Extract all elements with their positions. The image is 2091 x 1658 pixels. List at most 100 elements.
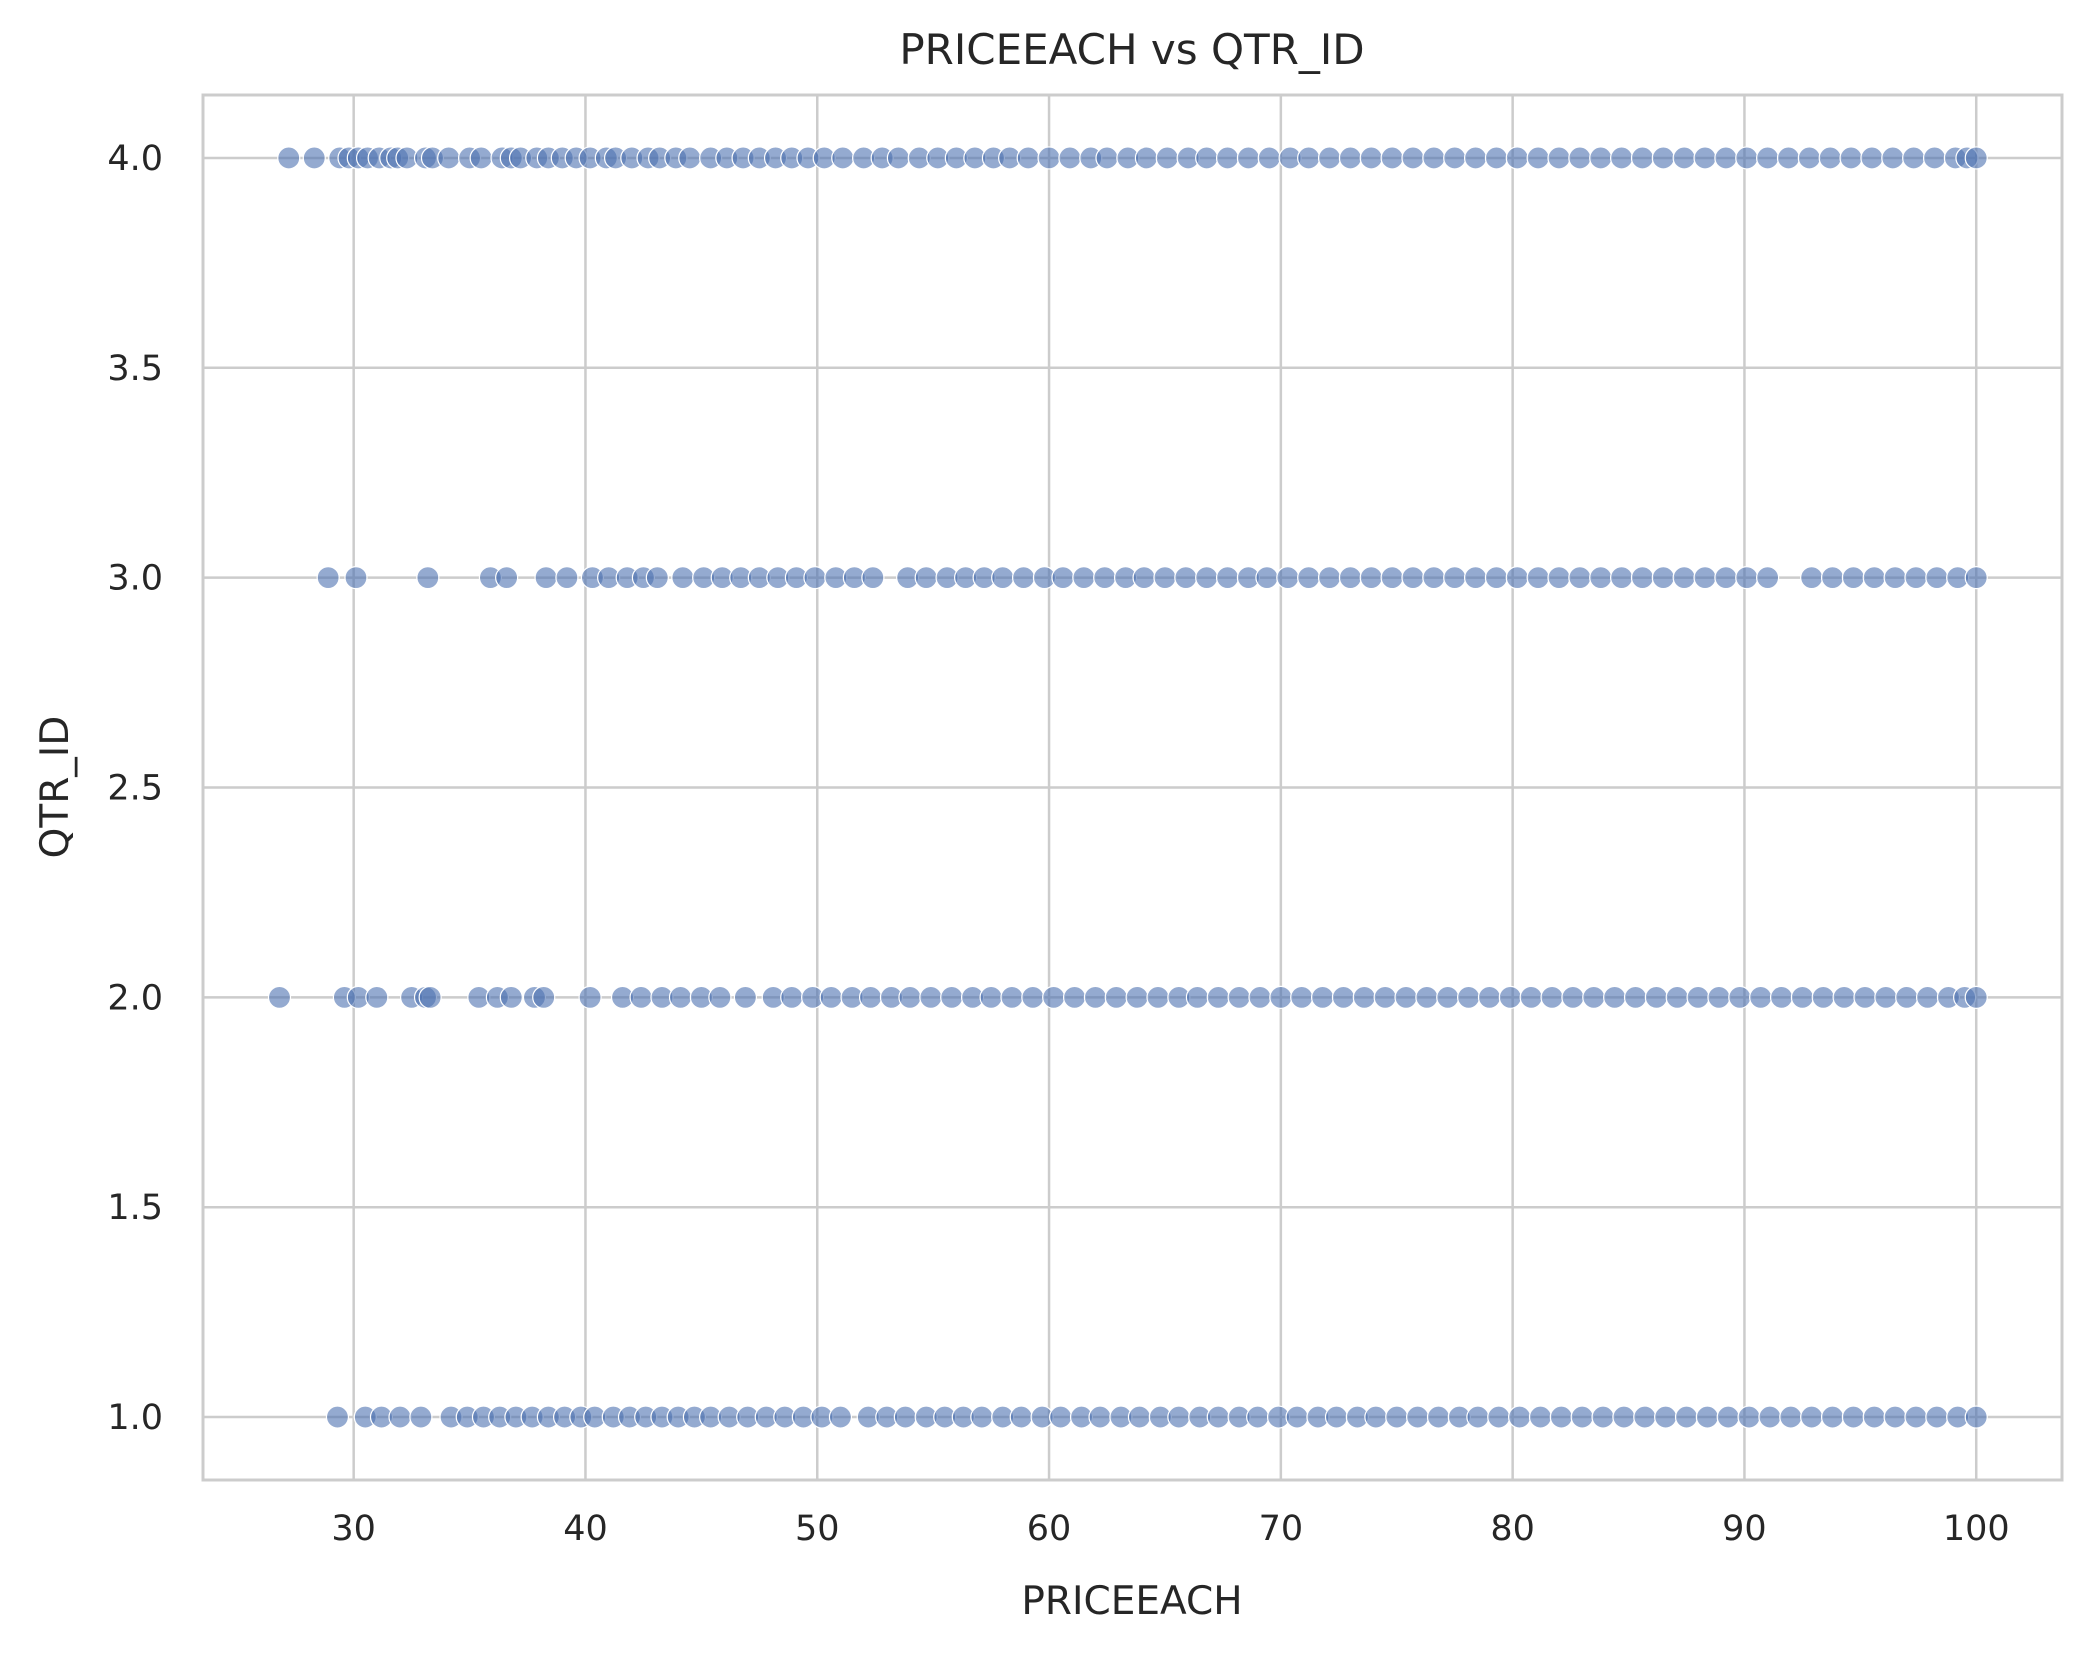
data-point	[1790, 985, 1814, 1009]
y-tick-label: 1.0	[107, 1398, 163, 1438]
data-point	[1422, 566, 1446, 590]
x-tick-label: 50	[795, 1509, 840, 1549]
data-point	[1902, 146, 1926, 170]
x-tick-label: 40	[563, 1509, 608, 1549]
data-point	[388, 1405, 412, 1429]
data-point	[1058, 146, 1082, 170]
data-point	[1255, 566, 1279, 590]
data-point	[1526, 146, 1550, 170]
data-point	[1466, 1405, 1490, 1429]
data-point	[1779, 1405, 1803, 1429]
data-point	[1088, 1405, 1112, 1429]
data-point	[708, 985, 732, 1009]
data-point	[1582, 985, 1606, 1009]
data-point	[671, 566, 695, 590]
data-point	[1125, 985, 1149, 1009]
data-point	[495, 566, 519, 590]
data-point	[1195, 146, 1219, 170]
data-point	[1811, 985, 1835, 1009]
data-point	[1603, 985, 1627, 1009]
data-point	[1206, 1405, 1230, 1429]
data-point	[1215, 146, 1240, 170]
data-point	[1246, 1405, 1270, 1429]
data-point	[1317, 566, 1342, 590]
data-point	[437, 146, 461, 170]
chart-title: PRICEEACH vs QTR_ID	[899, 25, 1364, 74]
data-point	[1051, 566, 1075, 590]
data-point	[1797, 146, 1821, 170]
data-point	[1633, 1405, 1657, 1429]
data-point	[1394, 985, 1418, 1009]
x-tick-label: 60	[1027, 1509, 1072, 1549]
data-point	[1549, 1405, 1573, 1429]
data-point	[1672, 566, 1696, 590]
data-point	[858, 985, 883, 1009]
data-point	[803, 566, 827, 590]
y-axis-ticks: 1.0 1.5 2.0 2.5 3.0 3.5 4.0	[107, 139, 163, 1438]
data-point	[1925, 1405, 1949, 1429]
data-point	[1654, 1405, 1678, 1429]
data-point	[1317, 146, 1342, 170]
data-point	[645, 566, 669, 590]
data-point	[919, 985, 943, 1009]
data-point	[1401, 566, 1425, 590]
data-point	[780, 985, 804, 1009]
data-point	[1735, 566, 1759, 590]
data-point	[1714, 146, 1738, 170]
data-point	[1883, 566, 1907, 590]
data-point	[1674, 1405, 1699, 1429]
data-point	[1436, 985, 1460, 1009]
data-point	[819, 985, 843, 1009]
data-point	[532, 985, 556, 1009]
data-point	[893, 1405, 917, 1429]
data-point	[1000, 985, 1024, 1009]
data-point	[1011, 566, 1036, 590]
y-tick-label: 4.0	[107, 139, 163, 179]
data-point	[1104, 985, 1128, 1009]
data-point	[861, 566, 885, 590]
data-point	[1716, 1405, 1740, 1429]
data-point	[1609, 566, 1634, 590]
data-point	[1881, 146, 1905, 170]
data-point	[1904, 1405, 1928, 1429]
data-point	[1735, 146, 1759, 170]
data-point	[1443, 146, 1467, 170]
data-point	[1049, 1405, 1073, 1429]
data-point	[1925, 566, 1949, 590]
data-point	[578, 985, 602, 1009]
data-point	[409, 1405, 433, 1429]
data-point	[1269, 985, 1293, 1009]
data-point	[365, 985, 389, 1009]
data-point	[1737, 1405, 1761, 1429]
data-point	[302, 146, 326, 170]
data-point	[1297, 566, 1321, 590]
data-point	[1841, 1405, 1865, 1429]
data-point	[629, 985, 653, 1009]
data-point	[1853, 985, 1877, 1009]
data-point	[733, 985, 758, 1009]
x-tick-label: 90	[1722, 1509, 1767, 1549]
data-point	[1257, 146, 1281, 170]
data-point	[1484, 566, 1509, 590]
data-point	[1285, 1405, 1309, 1429]
data-point	[1862, 1405, 1886, 1429]
data-point	[1672, 146, 1696, 170]
x-tick-label: 80	[1490, 1509, 1535, 1549]
data-point	[1818, 146, 1842, 170]
data-point	[1443, 566, 1467, 590]
data-point	[1776, 146, 1801, 170]
data-point	[1072, 566, 1096, 590]
data-point	[1167, 1405, 1191, 1429]
data-point	[1415, 985, 1439, 1009]
data-point	[1547, 146, 1571, 170]
data-point	[1665, 985, 1689, 1009]
data-point	[1568, 146, 1592, 170]
data-point	[1037, 146, 1061, 170]
data-point	[1338, 146, 1362, 170]
data-point	[1463, 566, 1488, 590]
data-point	[1820, 566, 1845, 590]
data-point	[1693, 146, 1717, 170]
data-point	[1248, 985, 1272, 1009]
data-point	[1380, 146, 1404, 170]
data-point	[1380, 566, 1404, 590]
